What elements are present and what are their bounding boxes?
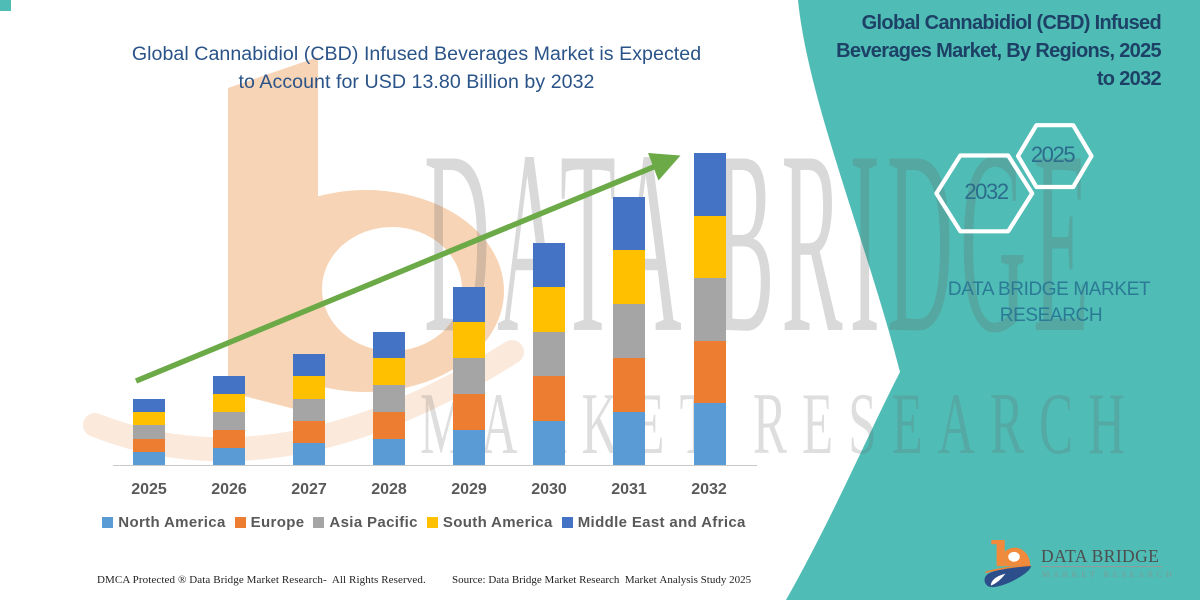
svg-text:2032: 2032: [964, 179, 1009, 204]
svg-text:RESEARCH: RESEARCH: [1000, 305, 1102, 326]
svg-text:MARKET RESEARCH: MARKET RESEARCH: [1042, 569, 1175, 579]
svg-text:2025: 2025: [1031, 142, 1076, 167]
svg-text:DATA BRIDGE MARKET: DATA BRIDGE MARKET: [948, 279, 1151, 300]
svg-text:DATA BRIDGE: DATA BRIDGE: [1041, 546, 1159, 566]
svg-text:DATA BRIDGE: DATA BRIDGE: [424, 97, 1096, 387]
